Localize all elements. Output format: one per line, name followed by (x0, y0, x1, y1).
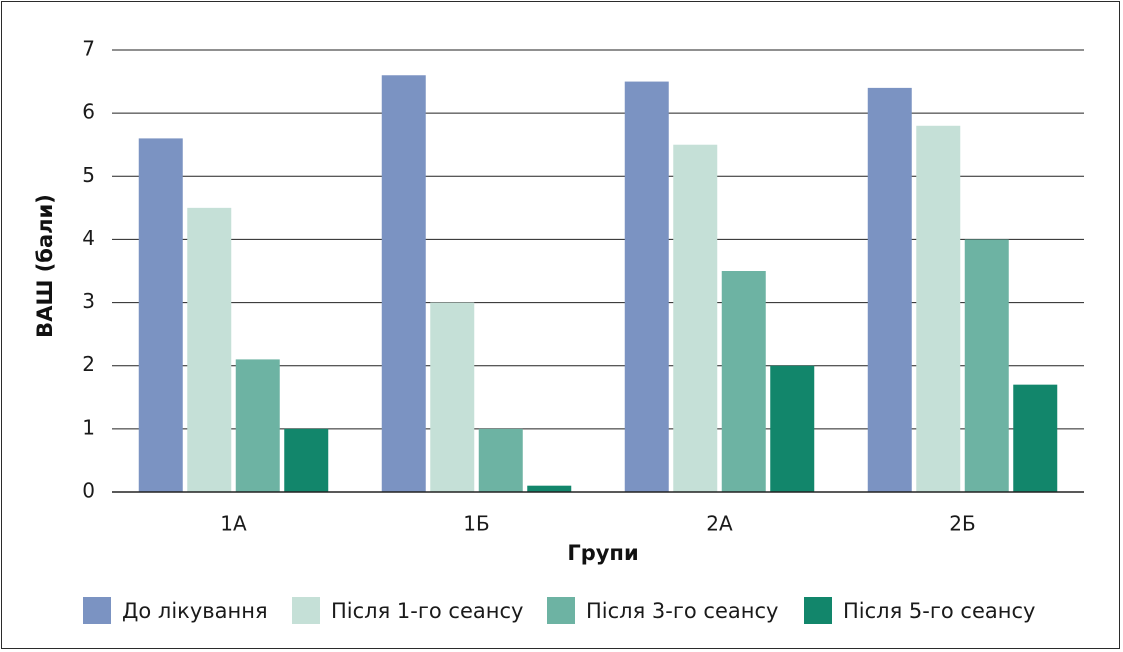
legend-swatch (83, 597, 111, 624)
legend-label: Після 5-го сеансу (843, 599, 1035, 623)
bar (187, 207, 232, 492)
x-tick-label: 2Б (949, 512, 975, 536)
y-tick-label: 3 (82, 289, 95, 313)
legend-label: До лікування (122, 599, 268, 623)
bar (430, 302, 475, 492)
legend-swatch (547, 597, 575, 624)
bar (381, 75, 426, 492)
legend-swatch (292, 597, 320, 624)
x-tick-label: 1Б (463, 512, 489, 536)
x-axis-title: Групи (567, 541, 638, 565)
bar (1013, 384, 1058, 492)
y-tick-label: 7 (82, 37, 95, 61)
legend-swatch (804, 597, 832, 624)
legend: До лікування Після 1-го сеансу Після 3-го … (83, 597, 1035, 624)
y-tick-label: 6 (82, 100, 95, 124)
bars (138, 75, 1058, 493)
y-axis-title: ВАШ (бали) (33, 194, 57, 338)
legend-label: Після 1-го сеансу (331, 599, 523, 623)
bar (624, 81, 669, 493)
x-tick-label: 1А (220, 512, 247, 536)
x-tick-label: 2А (706, 512, 733, 536)
y-tick-label: 1 (82, 415, 95, 439)
bar (527, 485, 572, 492)
y-tick-label: 0 (82, 479, 95, 503)
bar (916, 125, 961, 493)
bar (138, 138, 183, 492)
bar (235, 359, 280, 492)
bar (478, 428, 523, 492)
legend-label: Після 3-го сеансу (586, 599, 778, 623)
bar (964, 239, 1009, 492)
bar (284, 428, 329, 492)
bar (770, 365, 815, 492)
y-tick-label: 2 (82, 352, 95, 376)
y-tick-labels: 0 1 2 3 4 5 6 7 (82, 37, 95, 503)
bar (721, 271, 766, 492)
bar (673, 144, 718, 492)
y-tick-label: 5 (82, 163, 95, 187)
x-tick-labels: 1А 1Б 2А 2Б (220, 512, 975, 536)
bar (867, 87, 912, 492)
y-tick-label: 4 (82, 226, 95, 250)
